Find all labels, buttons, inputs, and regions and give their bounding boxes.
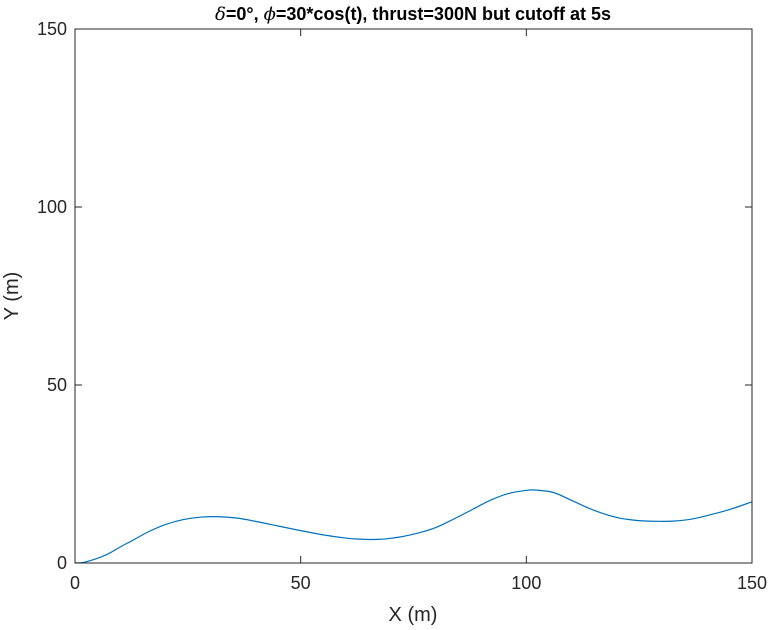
x-axis-label: X (m) xyxy=(389,604,438,626)
x-tick-label: 50 xyxy=(291,573,311,593)
y-axis-label: Y (m) xyxy=(1,272,23,321)
title-delta-text: =0°, xyxy=(226,4,264,24)
axes-box xyxy=(74,28,753,564)
y-tick-label: 150 xyxy=(37,19,67,39)
x-tick-label: 100 xyxy=(511,573,541,593)
axis-ticks xyxy=(74,28,753,564)
x-tick-label: 0 xyxy=(70,573,80,593)
title-delta-symbol: δ xyxy=(215,4,226,25)
chart-title: δ=0°, ϕ=30*cos(t), thrust=300N but cutof… xyxy=(215,4,611,25)
y-tick-label: 0 xyxy=(57,553,67,573)
x-tick-label: 150 xyxy=(737,573,767,593)
y-tick-label: 50 xyxy=(47,375,67,395)
tick-labels: 0 50 100 150 0 50 100 150 xyxy=(37,19,767,593)
title-phi-symbol: ϕ xyxy=(264,4,276,25)
y-tick-label: 100 xyxy=(37,197,67,217)
plot-area xyxy=(75,29,752,563)
trajectory-line xyxy=(74,489,753,564)
title-rest-text: =30*cos(t), thrust=300N but cutoff at 5s xyxy=(276,4,611,24)
series-layer xyxy=(74,489,753,564)
